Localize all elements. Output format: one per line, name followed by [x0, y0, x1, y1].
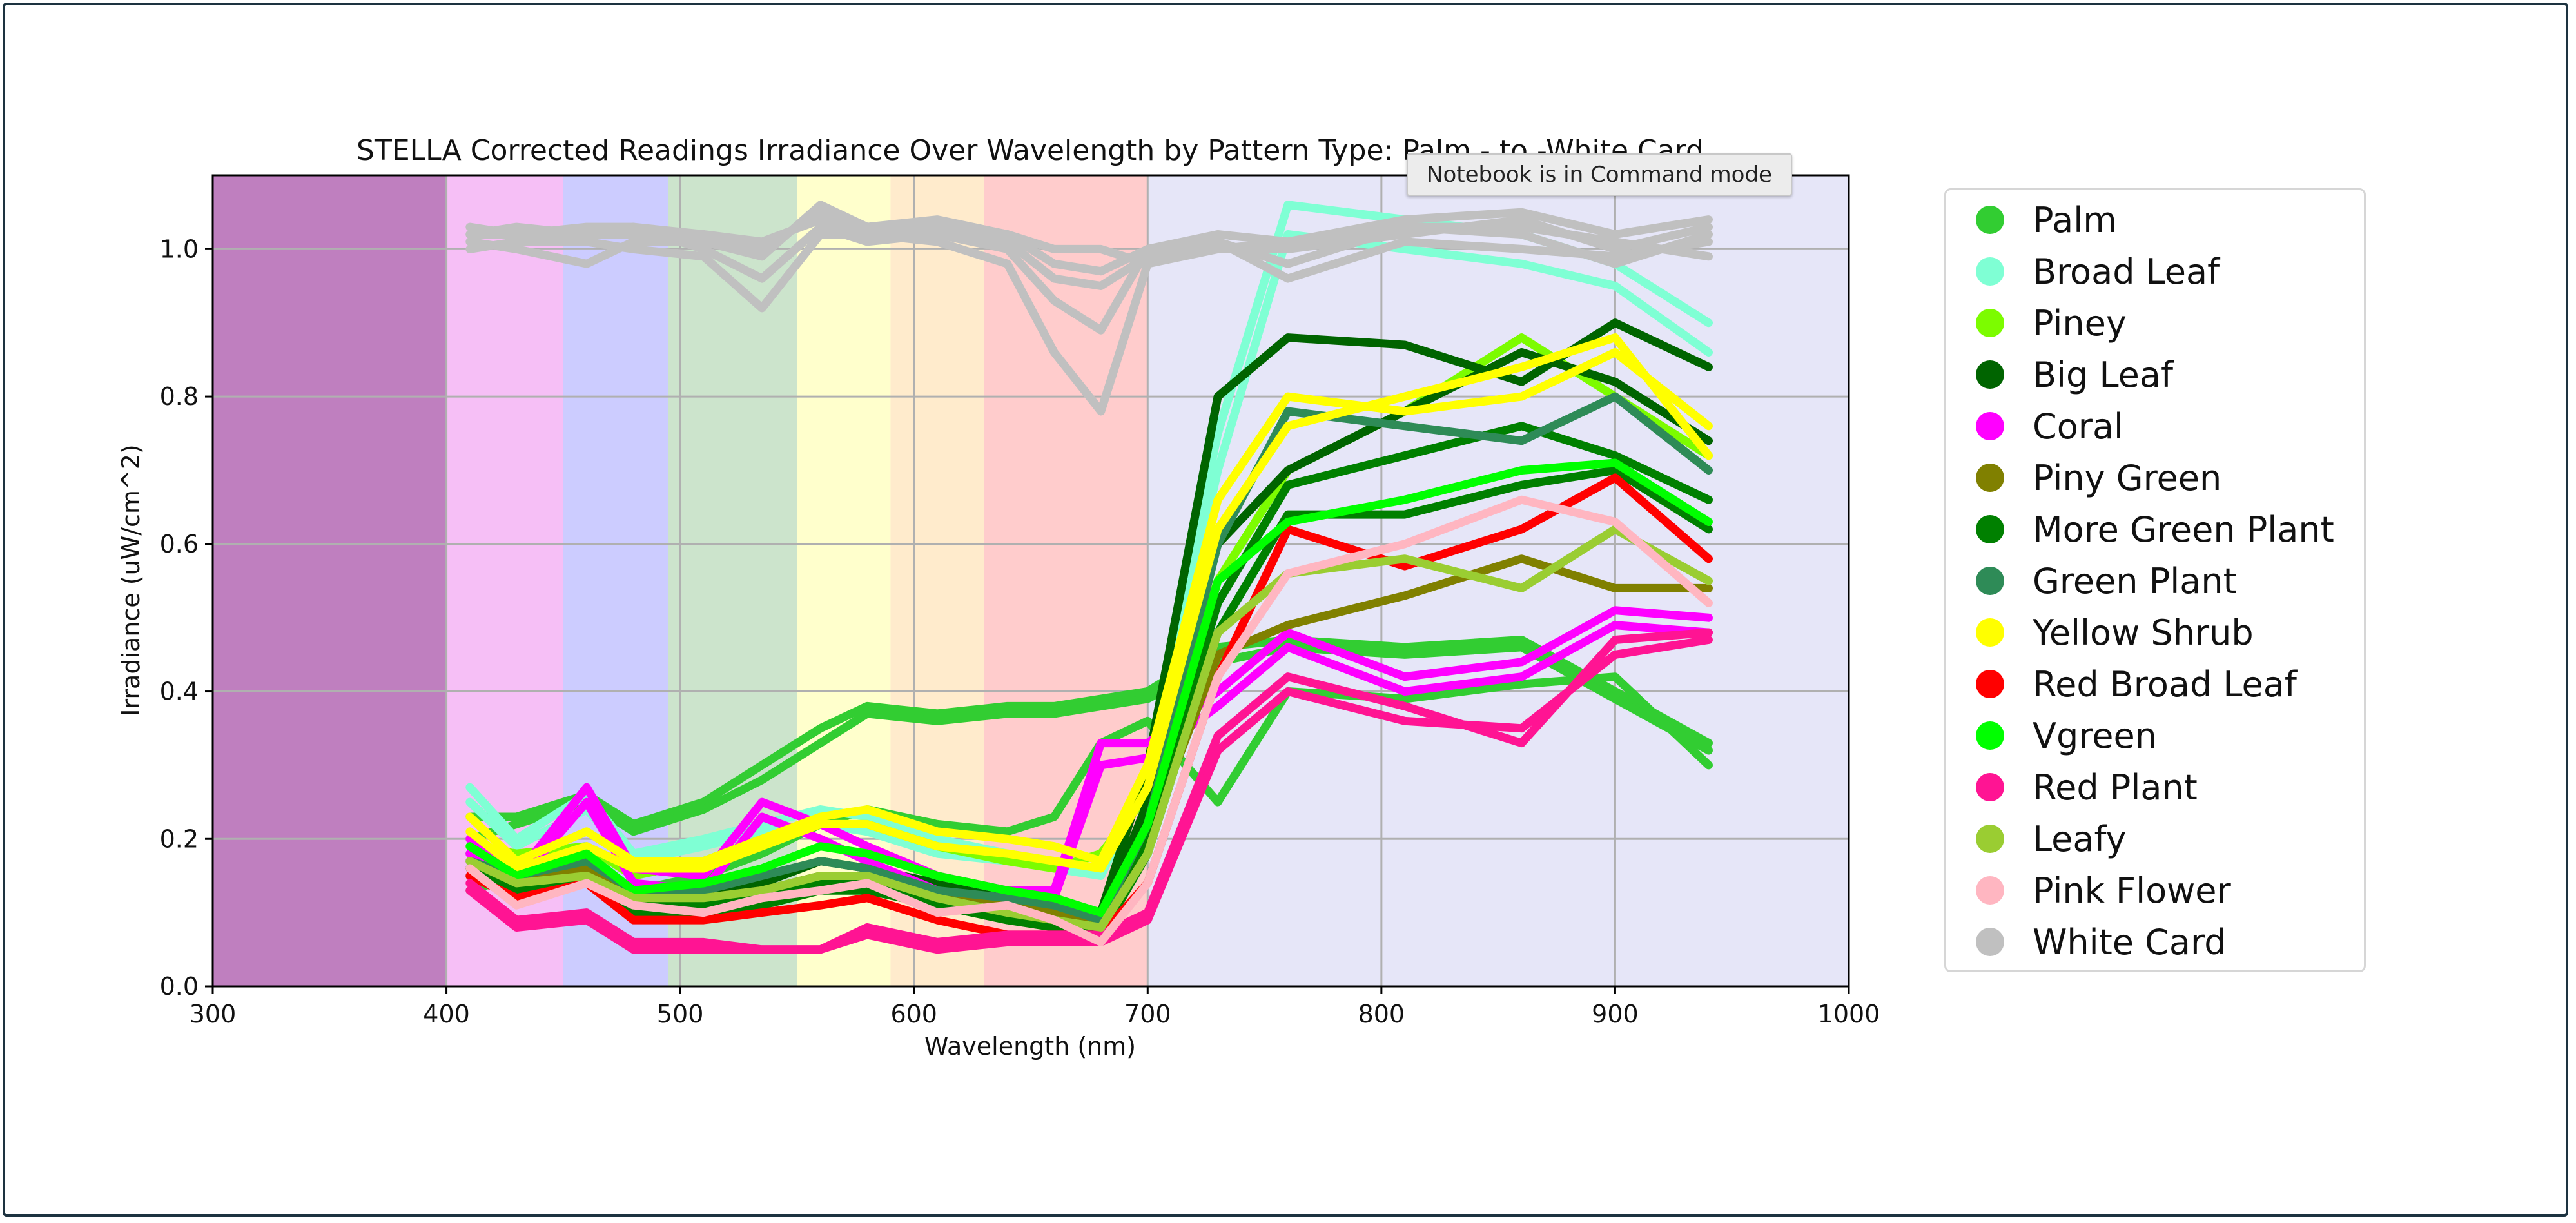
chart-legend: Palm Broad Leaf Piney Big Leaf Coral Piny Gre… — [1944, 188, 2366, 972]
y-tick-label-4: 0.8 — [160, 382, 199, 411]
legend-label: White Card — [2033, 921, 2227, 963]
x-tick-label-4: 700 — [1124, 1000, 1171, 1028]
y-tick-label-0: 0.0 — [160, 972, 199, 1001]
legend-item-7: Green Plant — [1946, 555, 2364, 607]
legend-label: Vgreen — [2033, 715, 2157, 756]
legend-label: Green Plant — [2033, 560, 2237, 602]
plot-area-border — [211, 174, 1850, 988]
legend-marker-icon — [1976, 360, 2004, 389]
legend-label: Coral — [2033, 406, 2124, 447]
y-axis-ticks: 0.0 0.2 0.4 0.6 0.8 1.0 — [160, 235, 213, 1001]
legend-item-0: Palm — [1946, 194, 2364, 246]
legend-marker-icon — [1976, 515, 2004, 543]
y-axis-label: Irradiance (uW/cm^2) — [117, 444, 145, 716]
y-tick-label-2: 0.4 — [160, 678, 199, 706]
legend-label: Piny Green — [2033, 457, 2222, 498]
legend-item-12: Leafy — [1946, 813, 2364, 865]
legend-item-14: White Card — [1946, 916, 2364, 968]
series-line-0-1 — [465, 643, 1713, 843]
legend-label: Piney — [2033, 302, 2127, 344]
legend-item-1: Broad Leaf — [1946, 246, 2364, 297]
y-tick-label-1: 0.2 — [160, 825, 199, 853]
y-tick-label-3: 0.6 — [160, 530, 199, 558]
legend-item-5: Piny Green — [1946, 452, 2364, 504]
legend-item-6: More Green Plant — [1946, 504, 2364, 555]
x-tick-label-2: 500 — [657, 1000, 704, 1028]
series-line-11-1 — [465, 636, 1713, 954]
legend-marker-icon — [1976, 257, 2004, 286]
legend-marker-icon — [1976, 412, 2004, 440]
legend-marker-icon — [1976, 721, 2004, 750]
series-line-13-0 — [465, 495, 1713, 946]
legend-label: Broad Leaf — [2033, 251, 2220, 292]
legend-item-4: Coral — [1946, 400, 2364, 452]
series-line-10-0 — [465, 458, 1713, 917]
x-tick-label-6: 900 — [1592, 1000, 1639, 1028]
legend-marker-icon — [1976, 206, 2004, 234]
legend-label: Palm — [2033, 199, 2117, 240]
x-axis-label: Wavelength (nm) — [924, 1032, 1136, 1061]
y-tick-label-5: 1.0 — [160, 235, 199, 263]
legend-label: Red Broad Leaf — [2033, 663, 2297, 705]
legend-marker-icon — [1976, 773, 2004, 801]
legend-item-8: Yellow Shrub — [1946, 607, 2364, 658]
series-line-12-0 — [465, 525, 1713, 932]
command-mode-tooltip: Notebook is in Command mode — [1407, 153, 1792, 196]
x-tick-label-5: 800 — [1358, 1000, 1405, 1028]
legend-item-2: Piney — [1946, 297, 2364, 349]
x-tick-label-1: 400 — [423, 1000, 470, 1028]
legend-item-10: Vgreen — [1946, 710, 2364, 761]
x-tick-label-7: 1000 — [1818, 1000, 1880, 1028]
legend-marker-icon — [1976, 825, 2004, 853]
series-line-14-4 — [465, 208, 1713, 276]
legend-item-13: Pink Flower — [1946, 865, 2364, 916]
legend-marker-icon — [1976, 928, 2004, 956]
legend-item-3: Big Leaf — [1946, 349, 2364, 400]
legend-marker-icon — [1976, 876, 2004, 905]
legend-item-9: Red Broad Leaf — [1946, 658, 2364, 710]
legend-marker-icon — [1976, 567, 2004, 595]
series-line-6-1 — [465, 466, 1713, 939]
x-tick-label-0: 300 — [190, 1000, 237, 1028]
series-line-8-1 — [465, 333, 1713, 873]
series-line-0-0 — [465, 636, 1713, 828]
legend-marker-icon — [1976, 618, 2004, 647]
x-axis-ticks: 300 400 500 600 700 800 900 1000 — [190, 986, 1880, 1028]
legend-label: Yellow Shrub — [2033, 612, 2254, 653]
series-lines — [465, 201, 1713, 954]
series-line-14-3 — [465, 230, 1713, 416]
legend-marker-icon — [1976, 309, 2004, 337]
legend-label: Leafy — [2033, 818, 2127, 859]
legend-label: Red Plant — [2033, 767, 2198, 808]
series-line-11-0 — [465, 628, 1713, 954]
legend-item-11: Red Plant — [1946, 761, 2364, 813]
legend-label: More Green Plant — [2033, 509, 2334, 550]
spectrum-band-0 — [213, 175, 447, 986]
legend-label: Big Leaf — [2033, 354, 2173, 395]
legend-label: Pink Flower — [2033, 870, 2231, 911]
series-line-8-0 — [465, 348, 1713, 866]
legend-marker-icon — [1976, 670, 2004, 698]
x-tick-label-3: 600 — [890, 1000, 937, 1028]
legend-marker-icon — [1976, 464, 2004, 492]
